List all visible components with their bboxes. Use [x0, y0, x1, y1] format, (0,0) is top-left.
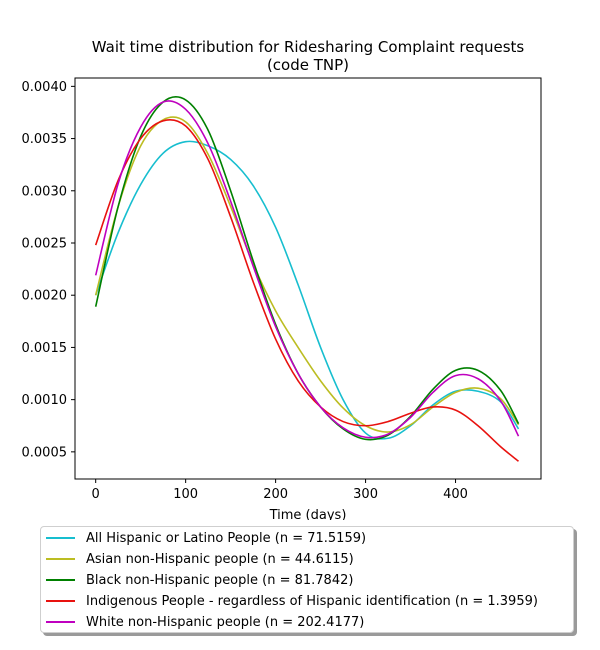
y-tick-label: 0.0010 — [22, 393, 68, 408]
y-axis: 0.0005 0.0010 0.0015 0.0020 0.0025 0.0030 0.00… — [22, 80, 75, 460]
x-tick-label: 300 — [353, 487, 378, 502]
legend-item: Black non-Hispanic people (n = 81.7842) — [41, 570, 353, 590]
series-line-3 — [94, 119, 520, 462]
series-line-0 — [94, 140, 520, 440]
legend-label: Black non-Hispanic people (n = 81.7842) — [86, 572, 354, 588]
y-tick-label: 0.0015 — [22, 341, 68, 356]
y-tick-label: 0.0040 — [22, 80, 68, 95]
legend-label: All Hispanic or Latino People (n = 71.51… — [86, 530, 367, 546]
legend-swatch — [46, 537, 75, 539]
chart-svg: Wait time distribution for Ridesharing C… — [22, 38, 542, 520]
legend-swatch — [46, 579, 75, 581]
chart-title-line2: (code TNP) — [267, 56, 349, 74]
legend-label: White non-Hispanic people (n = 202.4177) — [86, 614, 365, 630]
x-axis-label: Time (days) — [269, 508, 347, 520]
x-tick-label: 0 — [92, 487, 100, 502]
legend-label: Indigenous People - regardless of Hispan… — [86, 593, 538, 609]
y-tick-label: 0.0005 — [22, 445, 68, 460]
legend-swatch — [46, 600, 75, 602]
legend-item: All Hispanic or Latino People (n = 71.51… — [41, 528, 366, 548]
y-tick-label: 0.0035 — [22, 132, 68, 147]
y-tick-label: 0.0025 — [22, 236, 68, 251]
x-tick-label: 200 — [263, 487, 288, 502]
x-axis: 0 100 200 300 400 — [92, 479, 468, 502]
legend-item: Asian non-Hispanic people (n = 44.6115) — [41, 549, 354, 569]
legend: All Hispanic or Latino People (n = 71.51… — [40, 526, 574, 633]
y-tick-label: 0.0030 — [22, 184, 68, 199]
chart-title: Wait time distribution for Ridesharing C… — [92, 38, 525, 56]
legend-item: Indigenous People - regardless of Hispan… — [41, 591, 538, 611]
axes-frame — [74, 77, 542, 480]
x-tick-label: 100 — [173, 487, 198, 502]
legend-swatch — [46, 558, 75, 560]
x-tick-label: 400 — [443, 487, 468, 502]
series-line-4 — [94, 100, 520, 439]
legend-label: Asian non-Hispanic people (n = 44.6115) — [86, 551, 354, 567]
y-tick-label: 0.0020 — [22, 289, 68, 304]
legend-item: White non-Hispanic people (n = 202.4177) — [41, 612, 364, 632]
legend-swatch — [46, 621, 75, 623]
series-line-1 — [94, 116, 520, 433]
plot-lines — [94, 96, 520, 462]
